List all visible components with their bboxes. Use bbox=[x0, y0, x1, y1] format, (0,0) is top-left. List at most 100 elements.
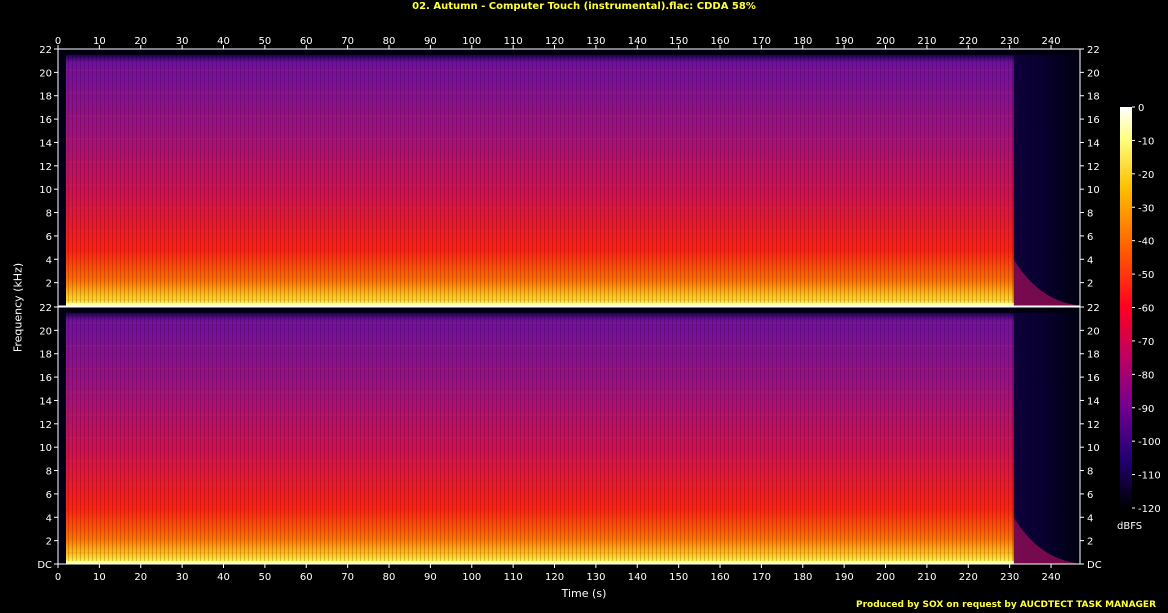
x-tick-label-top: 110 bbox=[504, 36, 523, 47]
y-tick-label-left: 20 bbox=[39, 326, 52, 337]
y-axis-label: Frequency (kHz) bbox=[11, 262, 25, 353]
footer-credit: Produced by SOX on request by AUCDTECT T… bbox=[856, 600, 1156, 610]
x-tick-label-top: 80 bbox=[383, 36, 396, 47]
y-tick-label-right: 20 bbox=[1087, 326, 1100, 337]
y-tick-label-left: 2 bbox=[46, 537, 52, 548]
x-tick-label-bottom: 170 bbox=[752, 572, 771, 583]
x-tick-label-bottom: 30 bbox=[176, 572, 189, 583]
x-axis-label: Time (s) bbox=[561, 587, 607, 600]
y-tick-label-right: 18 bbox=[1087, 92, 1100, 103]
x-tick-label-top: 150 bbox=[669, 36, 688, 47]
x-tick-label-bottom: 90 bbox=[424, 572, 437, 583]
y-tick-label-left: 12 bbox=[39, 420, 52, 431]
x-tick-label-top: 190 bbox=[835, 36, 854, 47]
y-tick-label-right: 6 bbox=[1087, 490, 1093, 501]
y-tick-label-right: 2 bbox=[1087, 279, 1093, 290]
panel-frame bbox=[57, 306, 1081, 565]
x-tick-label-top: 220 bbox=[959, 36, 978, 47]
y-tick-label-right: 14 bbox=[1087, 138, 1100, 149]
fadeout-region bbox=[1013, 312, 1076, 564]
fadeout-region bbox=[1013, 54, 1076, 306]
x-tick-label-top: 60 bbox=[300, 36, 313, 47]
x-tick-label-bottom: 100 bbox=[462, 572, 481, 583]
x-tick-label-bottom: 80 bbox=[383, 572, 396, 583]
spectrogram-panels bbox=[57, 48, 1081, 565]
y-tick-label-right: 14 bbox=[1087, 396, 1100, 407]
y-tick-label-right: 8 bbox=[1087, 209, 1093, 220]
channel-panel-2 bbox=[57, 306, 1081, 565]
y-tick-label-left: 16 bbox=[39, 115, 52, 126]
x-tick-label-top: 50 bbox=[259, 36, 272, 47]
dc-band bbox=[66, 561, 1014, 564]
colorbar-tick-label: -80 bbox=[1138, 370, 1154, 381]
y-tick-label-right: 2 bbox=[1087, 537, 1093, 548]
colorbar-tick-label: -60 bbox=[1138, 304, 1154, 315]
y-tick-label-right: 12 bbox=[1087, 162, 1100, 173]
y-tick-label-left: 20 bbox=[39, 68, 52, 79]
y-tick-label-right: 10 bbox=[1087, 185, 1100, 196]
x-tick-label-bottom: 50 bbox=[259, 572, 272, 583]
x-tick-label-bottom: 220 bbox=[959, 572, 978, 583]
transient-lines bbox=[66, 312, 1014, 564]
y-tick-label-right: DC bbox=[1087, 560, 1102, 571]
y-tick-label-left: 4 bbox=[46, 255, 52, 266]
x-tick-label-bottom: 160 bbox=[710, 572, 729, 583]
y-tick-label-left: 22 bbox=[39, 303, 52, 314]
y-tick-label-right: 8 bbox=[1087, 467, 1093, 478]
x-tick-label-top: 90 bbox=[424, 36, 437, 47]
x-tick-label-top: 230 bbox=[1000, 36, 1019, 47]
y-tick-label-left: 16 bbox=[39, 373, 52, 384]
colorbar-scale bbox=[1120, 107, 1132, 508]
y-tick-label-right: 10 bbox=[1087, 443, 1100, 454]
x-tick-label-bottom: 40 bbox=[217, 572, 230, 583]
x-tick-label-bottom: 0 bbox=[55, 572, 61, 583]
chart-axes: 0 0 10 10 20 20 30 30 40 40 50 50 60 60 70 70 80 80 90 90 10… bbox=[37, 36, 1101, 583]
y-tick-label-left: 10 bbox=[39, 443, 52, 454]
x-tick-label-bottom: 230 bbox=[1000, 572, 1019, 583]
fadeout-lowfreq bbox=[1013, 517, 1076, 564]
x-tick-label-top: 130 bbox=[586, 36, 605, 47]
colorbar-tick-label: -40 bbox=[1138, 237, 1154, 248]
channel-panel-1 bbox=[57, 48, 1081, 307]
x-tick-label-bottom: 110 bbox=[504, 572, 523, 583]
y-tick-label-left: 14 bbox=[39, 396, 52, 407]
x-tick-label-bottom: 190 bbox=[835, 572, 854, 583]
colorbar-tick-label: -70 bbox=[1138, 337, 1154, 348]
y-tick-label-left: 6 bbox=[46, 490, 52, 501]
y-tick-label-left: 2 bbox=[46, 279, 52, 290]
x-tick-label-top: 140 bbox=[628, 36, 647, 47]
colorbar-tick-label: -30 bbox=[1138, 203, 1154, 214]
y-tick-label-left: 10 bbox=[39, 185, 52, 196]
x-tick-label-top: 0 bbox=[55, 36, 61, 47]
x-tick-label-top: 200 bbox=[876, 36, 895, 47]
x-tick-label-bottom: 60 bbox=[300, 572, 313, 583]
dc-band bbox=[66, 303, 1014, 306]
colorbar-tick-label: -90 bbox=[1138, 404, 1154, 415]
y-tick-label-left: 6 bbox=[46, 232, 52, 243]
x-tick-label-top: 10 bbox=[93, 36, 106, 47]
x-tick-label-bottom: 210 bbox=[917, 572, 936, 583]
colorbar-label: dBFS bbox=[1117, 521, 1143, 532]
y-tick-label-right: 18 bbox=[1087, 350, 1100, 361]
x-tick-label-top: 120 bbox=[545, 36, 564, 47]
x-tick-label-top: 160 bbox=[710, 36, 729, 47]
y-tick-label-left: 22 bbox=[39, 45, 52, 56]
colorbar-tick-label: -10 bbox=[1138, 136, 1154, 147]
panel-frame bbox=[57, 48, 1081, 307]
y-tick-label-right: 12 bbox=[1087, 420, 1100, 431]
x-tick-label-top: 30 bbox=[176, 36, 189, 47]
transient-lines bbox=[66, 54, 1014, 306]
x-tick-label-bottom: 140 bbox=[628, 572, 647, 583]
y-tick-label-left: DC bbox=[37, 560, 52, 571]
x-tick-label-top: 40 bbox=[217, 36, 230, 47]
colorbar-tick-label: -20 bbox=[1138, 170, 1154, 181]
y-tick-label-right: 22 bbox=[1087, 303, 1100, 314]
y-tick-label-right: 16 bbox=[1087, 115, 1100, 126]
y-tick-label-right: 22 bbox=[1087, 45, 1100, 56]
y-tick-label-left: 8 bbox=[46, 467, 52, 478]
colorbar-tick-label: 0 bbox=[1138, 103, 1144, 114]
x-tick-label-bottom: 120 bbox=[545, 572, 564, 583]
x-tick-label-bottom: 10 bbox=[93, 572, 106, 583]
y-tick-label-left: 8 bbox=[46, 209, 52, 220]
